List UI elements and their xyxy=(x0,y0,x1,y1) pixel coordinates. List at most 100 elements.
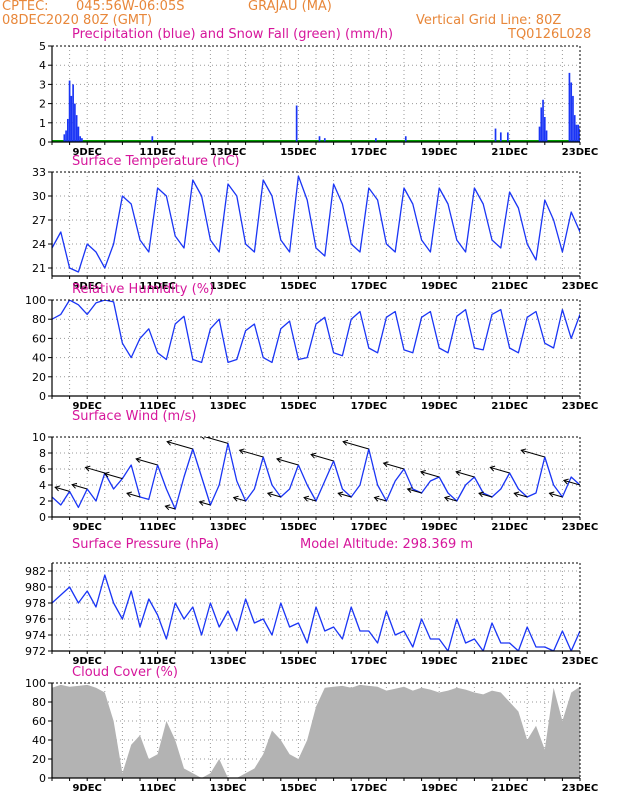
wind-arrow xyxy=(126,492,141,498)
precip-bar xyxy=(572,95,574,142)
x-tick-label: 11DEC xyxy=(139,401,175,412)
x-tick-label: 19DEC xyxy=(421,656,457,667)
wind-arrow-head xyxy=(166,439,173,446)
header-run: 08DEC2020 80Z (GMT) xyxy=(2,13,153,28)
x-tick-label: 15DEC xyxy=(280,522,316,533)
wind-arrow xyxy=(239,449,264,458)
precip-bar xyxy=(374,138,377,142)
wind-arrow-head xyxy=(520,448,527,455)
pressure-title: Surface Pressure (hPa) xyxy=(72,537,219,552)
y-tick-label: 1 xyxy=(39,117,46,130)
humidity-data xyxy=(52,300,580,364)
wind-arrow xyxy=(55,486,70,492)
x-tick-label: 23DEC xyxy=(562,281,598,292)
cloud-data xyxy=(52,684,580,778)
x-tick-label: 13DEC xyxy=(210,783,246,794)
wind-title: Surface Wind (m/s) xyxy=(72,409,197,424)
wind-arrow xyxy=(85,466,105,474)
header-code: TQ0126L028 xyxy=(508,27,592,42)
humidity-series-line xyxy=(52,300,580,364)
y-tick-label: 0 xyxy=(39,390,46,403)
precip-bar xyxy=(404,136,407,142)
y-tick-label: 20 xyxy=(32,371,46,384)
x-tick-label: 13DEC xyxy=(210,401,246,412)
x-tick-label: 23DEC xyxy=(562,401,598,412)
x-tick-label: 13DEC xyxy=(210,281,246,292)
y-tick-label: 60 xyxy=(32,332,46,345)
precip-bar xyxy=(74,103,76,142)
x-tick-label: 23DEC xyxy=(562,783,598,794)
x-tick-label: 19DEC xyxy=(421,522,457,533)
wind-arrow xyxy=(374,497,387,502)
precip-bar xyxy=(63,134,66,142)
y-tick-label: 976 xyxy=(25,613,46,626)
precip-bar xyxy=(79,136,82,142)
wind-arrow xyxy=(490,466,510,474)
wind-arrow-head xyxy=(548,491,555,498)
x-tick-label: 21DEC xyxy=(491,656,527,667)
wind-arrow-head xyxy=(232,495,239,502)
humidity-panel: 0 20 40 60 80 100 9DEC 11DEC 13DEC 15DEC 17DEC 19DE… xyxy=(25,294,598,412)
x-tick-label: 9DEC xyxy=(72,281,101,292)
x-tick-label: 11DEC xyxy=(139,147,175,158)
wind-arrow xyxy=(303,497,317,502)
x-tick-label: 11DEC xyxy=(139,656,175,667)
wind-arrow-head xyxy=(54,485,61,492)
wind-arrow-head xyxy=(238,448,245,455)
wind-arrow-head xyxy=(382,461,389,468)
wind-arrow-head xyxy=(198,500,205,506)
y-tick-label: 4 xyxy=(39,479,46,492)
x-tick-label: 13DEC xyxy=(210,656,246,667)
wind-arrow-head xyxy=(478,491,484,498)
x-tick-label: 13DEC xyxy=(210,522,246,533)
wind-arrow xyxy=(343,441,369,450)
chart-panels: 0 1 2 3 4 5 9DEC 11DEC 13DEC 15DEC 17DEC 19DEC 21DEC… xyxy=(25,40,598,794)
precip-bar xyxy=(151,136,154,142)
precip-bar xyxy=(499,132,502,142)
precip-bar xyxy=(65,130,67,142)
wind-arrow xyxy=(167,441,193,450)
y-tick-label: 978 xyxy=(25,597,46,610)
y-tick-label: 30 xyxy=(32,190,46,203)
wind-arrow xyxy=(478,492,493,498)
precip-bar xyxy=(545,130,548,142)
wind-arrow xyxy=(338,492,352,498)
x-tick-label: 17DEC xyxy=(351,401,387,412)
wind-arrow xyxy=(549,492,563,498)
x-tick-label: 21DEC xyxy=(491,783,527,794)
wind-arrow xyxy=(456,471,475,478)
x-tick-label: 13DEC xyxy=(210,147,246,158)
cloud-title: Cloud Cover (%) xyxy=(72,665,178,680)
wind-arrow-head xyxy=(135,457,142,463)
temperature-data xyxy=(52,175,580,273)
wind-arrow xyxy=(420,471,440,478)
wind-arrow xyxy=(267,492,281,498)
x-tick-label: 9DEC xyxy=(72,783,101,794)
wind-panel: 0 2 4 6 8 10 9DEC 11DEC 13DEC 15DEC 17DEC 19DEC 21DE… xyxy=(32,431,598,533)
humidity-title: Relative Humidity (%) xyxy=(72,282,215,297)
x-tick-label: 23DEC xyxy=(562,522,598,533)
precip-panel: 0 1 2 3 4 5 9DEC 11DEC 13DEC 15DEC 17DEC 19DEC 21DEC… xyxy=(39,40,598,158)
x-tick-label: 19DEC xyxy=(421,401,457,412)
wind-arrow-head xyxy=(126,491,132,498)
wind-arrow-head xyxy=(303,495,310,502)
wind-arrow xyxy=(444,497,457,502)
y-tick-label: 33 xyxy=(32,166,46,179)
y-tick-label: 80 xyxy=(32,696,46,709)
x-tick-label: 17DEC xyxy=(351,281,387,292)
wind-arrow-head xyxy=(420,469,426,476)
y-tick-label: 27 xyxy=(32,214,46,227)
x-tick-label: 19DEC xyxy=(421,147,457,158)
precip-bar xyxy=(295,105,298,142)
x-tick-label: 21DEC xyxy=(491,281,527,292)
precip-title: Precipitation (blue) and Snow Fall (gree… xyxy=(72,27,394,42)
wind-arrow-head xyxy=(342,439,349,446)
x-tick-label: 15DEC xyxy=(280,783,316,794)
y-tick-label: 60 xyxy=(32,715,46,728)
model-altitude: Model Altitude: 298.369 m xyxy=(300,537,474,552)
wind-arrow xyxy=(136,458,158,466)
wind-arrow-head xyxy=(455,469,462,476)
header-grid-note: Vertical Grid Line: 80Z xyxy=(416,13,562,28)
pressure-panel: 972 974 976 978 980 982 9DEC 11DEC 13DEC 15DEC 17D… xyxy=(25,562,598,667)
x-tick-label: 21DEC xyxy=(491,147,527,158)
